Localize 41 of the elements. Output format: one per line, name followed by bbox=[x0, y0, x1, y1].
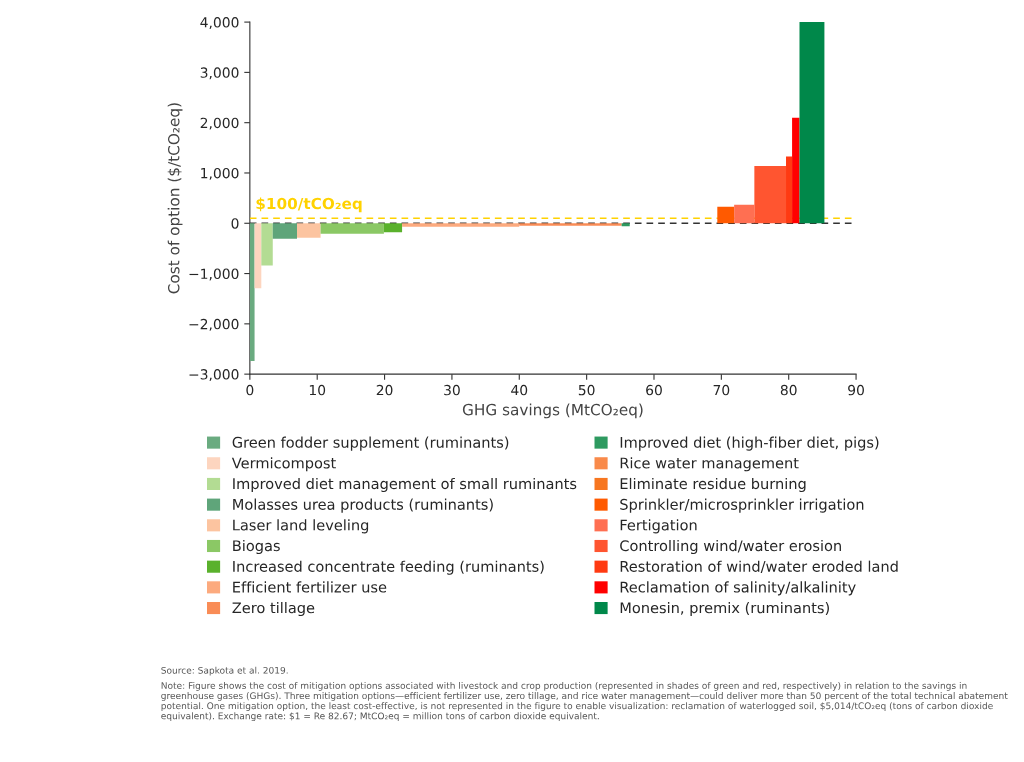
x-tick-label: 60 bbox=[646, 384, 662, 396]
y-tick-label: 2,000 bbox=[200, 117, 239, 130]
y-tick-label: −3,000 bbox=[189, 369, 239, 382]
legend-label: Rice water management bbox=[620, 457, 799, 472]
y-tick-label: 0 bbox=[231, 218, 239, 229]
text: Note: Figure shows the cost of mitigation options associated with livestock and crop production (represented in shades of green and red, respectively) in relation to the savings in greenhouse gases (GHGs). Three mitigation options—efficient fertilizer use, zero tillage, and rice water management—could deliver more than 50 percent of the total technical abatement potential. One mitigation option, the least cost-effective, is not represented in the figure to enable visualization: reclamation of waterlogged soil, $5,014/tCO₂eq (tons of carbon dioxide equivalent). Exchange rate: $1 = Re 82.67; MtCO₂eq = million tons of carbon dioxide equivalent. bbox=[161, 681, 1008, 722]
legend-label: Increased concentrate feeding (ruminants) bbox=[233, 560, 544, 575]
legend-label: Zero tillage bbox=[232, 601, 315, 617]
legend-label: Biogas bbox=[233, 539, 280, 555]
legend-label: Eliminate residue burning bbox=[620, 477, 806, 493]
legend-label: Laser land leveling bbox=[233, 519, 369, 534]
ref-line-label: $100/tCO₂eq bbox=[256, 197, 362, 213]
legend-label: Restoration of wind/water eroded land bbox=[620, 560, 898, 574]
legend-label: Fertigation bbox=[620, 519, 697, 534]
x-tick-label: 50 bbox=[578, 384, 595, 396]
y-tick-label: 4,000 bbox=[200, 17, 239, 29]
legend-label: Improved diet (high-fiber diet, pigs) bbox=[620, 436, 879, 451]
x-tick-label: 30 bbox=[444, 384, 460, 396]
x-tick-label: 40 bbox=[511, 384, 528, 396]
source-note: Source: Sapkota et al. 2019. bbox=[161, 666, 288, 676]
x-axis-title: GHG savings (MtCO₂eq) bbox=[462, 403, 643, 419]
y-tick-label: −1,000 bbox=[189, 268, 239, 281]
y-tick-label: 3,000 bbox=[200, 67, 239, 80]
legend-label: Vermicompost bbox=[231, 457, 336, 472]
legend-label: Green fodder supplement (ruminants) bbox=[232, 436, 509, 451]
legend-label: Efficient fertilizer use bbox=[233, 581, 387, 593]
y-tick-label: 1,000 bbox=[201, 167, 239, 180]
y-axis-title: Cost of option ($/tCO₂eq) bbox=[167, 103, 183, 294]
x-tick-label: 80 bbox=[780, 384, 797, 396]
x-tick-label: 10 bbox=[309, 384, 326, 396]
legend-label: Sprinkler/microsprinkler irrigation bbox=[620, 498, 864, 513]
x-tick-label: 90 bbox=[848, 384, 864, 396]
legend-label: Reclamation of salinity/alkalinity bbox=[620, 581, 856, 596]
legend-label: Molasses urea products (ruminants) bbox=[233, 498, 493, 513]
legend-label: Controlling wind/water erosion bbox=[620, 539, 841, 555]
legend-label: Improved diet management of small ruminants bbox=[233, 477, 577, 493]
y-tick-label: −2,000 bbox=[189, 318, 239, 331]
x-tick-label: 20 bbox=[376, 384, 393, 396]
x-tick-label: 0 bbox=[246, 384, 254, 396]
x-tick-label: 70 bbox=[713, 384, 730, 396]
legend-label: Monesin, premix (ruminants) bbox=[620, 601, 829, 617]
